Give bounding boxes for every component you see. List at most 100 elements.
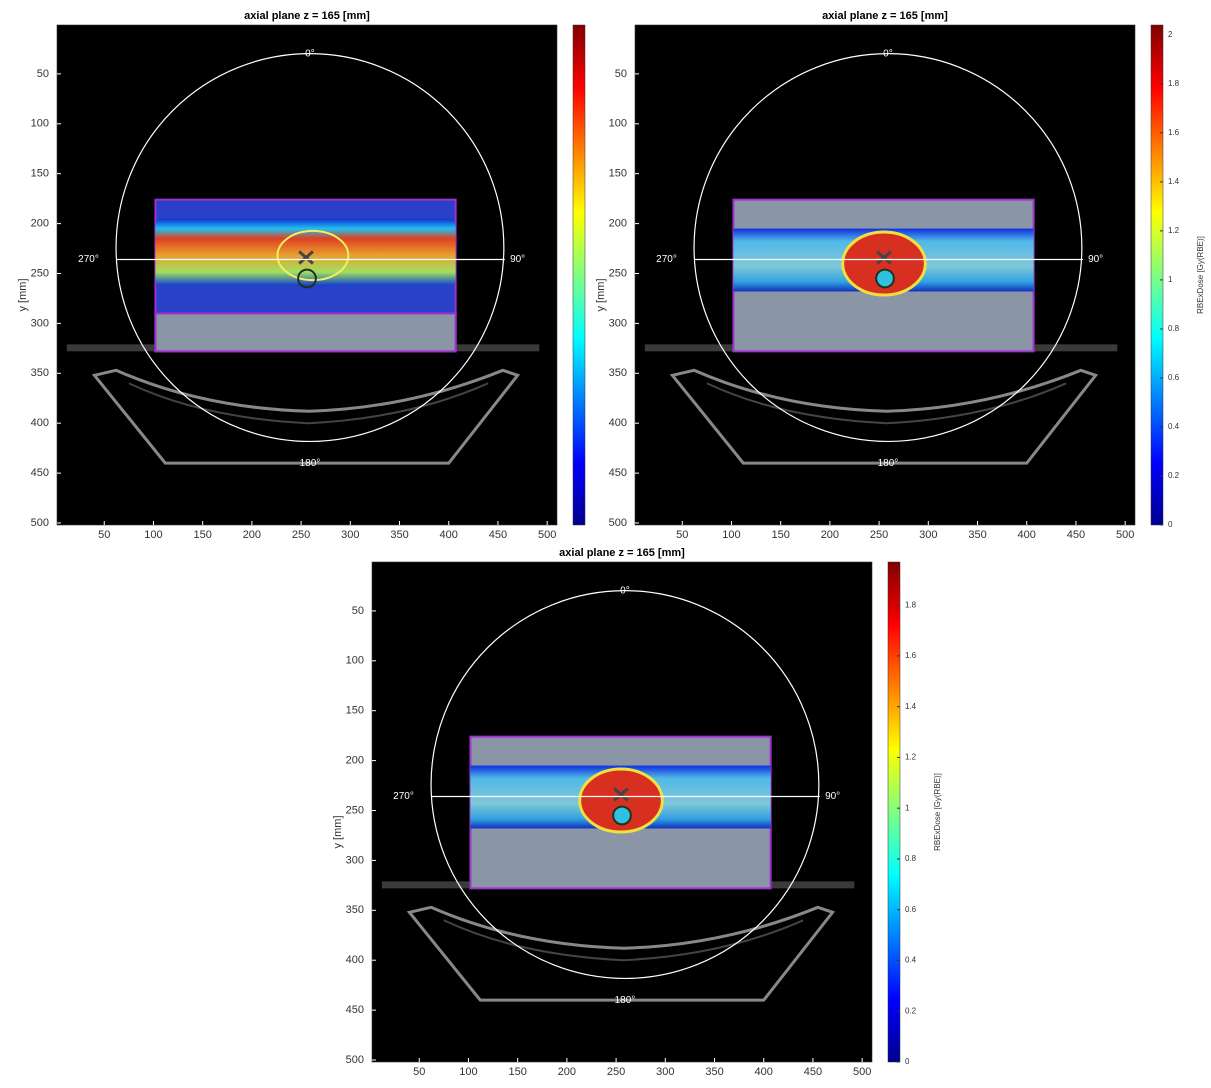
colorbar-scale xyxy=(572,24,586,526)
x-tick-label: 100 xyxy=(722,529,740,541)
y-tick-label: 500 xyxy=(609,517,627,529)
colorbar-tick-label: 1.2 xyxy=(905,753,917,762)
y-tick-label: 400 xyxy=(346,954,364,966)
y-tick-label: 250 xyxy=(346,804,364,816)
x-tick-label: 500 xyxy=(853,1066,871,1078)
x-tick-label: 400 xyxy=(755,1066,773,1078)
x-tick-label: 300 xyxy=(919,529,937,541)
colorbar-tick-label: 0.8 xyxy=(905,854,917,863)
couch-inner xyxy=(128,382,489,425)
y-tick-label: 250 xyxy=(31,267,49,279)
colorbar-tick-label: 0 xyxy=(1168,520,1173,529)
organ-contour xyxy=(875,268,895,289)
x-tick-label: 450 xyxy=(489,529,507,541)
y-tick-label: 250 xyxy=(609,267,627,279)
x-tick-label: 400 xyxy=(440,529,458,541)
x-tick-label: 200 xyxy=(243,529,261,541)
colorbar-scale xyxy=(1150,24,1164,526)
y-tick-label: 100 xyxy=(609,118,627,130)
isocenter-mark xyxy=(298,250,314,265)
colorbar-tick-label: 0.2 xyxy=(905,1006,917,1015)
y-tick-label: 50 xyxy=(37,68,49,80)
panel-title: axial plane z = 165 [mm] xyxy=(559,547,685,559)
colorbar-tick-label: 2 xyxy=(1168,30,1173,39)
colorbar-tick-label: 1.4 xyxy=(905,702,917,711)
panel: axial plane z = 165 [mm] 0° 90° 180° 270° 50 1… xyxy=(595,10,1205,541)
angle-label: 270° xyxy=(393,791,414,802)
colorbar-tick-label: 1.2 xyxy=(1168,226,1180,235)
colorbar: 0 0.2 0.4 0.6 0.8 1 1.2 1.4 1.6 1.8 2 RBExDose [Gy(… xyxy=(1150,24,1205,529)
y-tick-label: 150 xyxy=(609,168,627,180)
angle-label: 0° xyxy=(620,586,630,597)
colorbar-tick-label: 1.6 xyxy=(905,651,917,660)
panel-title: axial plane z = 165 [mm] xyxy=(244,10,370,22)
gantry-circle xyxy=(430,590,820,980)
y-tick-label: 350 xyxy=(346,904,364,916)
angle-label: 180° xyxy=(300,458,321,469)
dose-hot xyxy=(578,767,664,834)
angle-label: 90° xyxy=(825,791,840,802)
x-tick-label: 300 xyxy=(341,529,359,541)
y-tick-label: 300 xyxy=(346,854,364,866)
x-tick-label: 150 xyxy=(508,1066,526,1078)
y-tick-label: 200 xyxy=(346,755,364,767)
colorbar-tick-label: 0.2 xyxy=(1168,471,1180,480)
x-tick-label: 200 xyxy=(821,529,839,541)
x-tick-label: 100 xyxy=(144,529,162,541)
angle-label: 180° xyxy=(615,995,636,1006)
couch-inner xyxy=(443,919,804,962)
axes-frame xyxy=(56,24,558,526)
colorbar-label: RBExDose [Gy(RBE)] xyxy=(933,773,942,851)
gantry-circle xyxy=(693,53,1083,443)
gantry-circle xyxy=(115,53,505,443)
angle-label: 90° xyxy=(510,254,525,265)
x-tick-label: 300 xyxy=(656,1066,674,1078)
panel-title: axial plane z = 165 [mm] xyxy=(822,10,948,22)
y-tick-label: 500 xyxy=(346,1054,364,1066)
colorbar-tick-label: 1.4 xyxy=(1168,177,1180,186)
angle-label: 270° xyxy=(78,254,99,265)
organ-contour xyxy=(612,805,632,826)
couch-inner xyxy=(706,382,1067,425)
x-tick-label: 350 xyxy=(705,1066,723,1078)
angle-label: 0° xyxy=(305,49,315,60)
colorbar-scale xyxy=(887,561,901,1063)
y-tick-label: 50 xyxy=(352,605,364,617)
x-tick-label: 150 xyxy=(771,529,789,541)
x-tick-label: 100 xyxy=(459,1066,477,1078)
colorbar-tick-label: 1.6 xyxy=(1168,128,1180,137)
y-tick-label: 150 xyxy=(31,168,49,180)
axes-frame xyxy=(634,24,1136,526)
angle-label: 270° xyxy=(656,254,677,265)
y-tick-label: 200 xyxy=(609,218,627,230)
y-tick-label: 500 xyxy=(31,517,49,529)
y-tick-label: 300 xyxy=(609,317,627,329)
colorbar-tick-label: 0.6 xyxy=(1168,373,1180,382)
dose-band xyxy=(155,218,456,286)
x-tick-label: 50 xyxy=(413,1066,425,1078)
angle-label: 90° xyxy=(1088,254,1103,265)
target-contour xyxy=(276,229,350,282)
colorbar xyxy=(572,24,586,526)
colorbar-tick-label: 1.8 xyxy=(1168,79,1180,88)
colorbar-tick-label: 1.8 xyxy=(905,600,917,609)
angle-label: 0° xyxy=(883,49,893,60)
colorbar-tick-label: 0.4 xyxy=(1168,422,1180,431)
x-tick-label: 250 xyxy=(607,1066,625,1078)
couch-base xyxy=(669,368,1099,465)
y-tick-label: 100 xyxy=(346,655,364,667)
dose-hot xyxy=(841,230,927,297)
x-tick-label: 50 xyxy=(98,529,110,541)
colorbar-tick-label: 1 xyxy=(905,803,910,812)
x-tick-label: 50 xyxy=(676,529,688,541)
x-tick-label: 400 xyxy=(1018,529,1036,541)
y-axis-label: y [mm] xyxy=(595,279,607,312)
x-tick-label: 450 xyxy=(804,1066,822,1078)
x-tick-label: 350 xyxy=(968,529,986,541)
y-tick-label: 400 xyxy=(609,417,627,429)
y-tick-label: 50 xyxy=(615,68,627,80)
y-tick-label: 100 xyxy=(31,118,49,130)
colorbar-label: RBExDose [Gy(RBE)] xyxy=(1196,236,1205,314)
x-tick-label: 500 xyxy=(538,529,556,541)
